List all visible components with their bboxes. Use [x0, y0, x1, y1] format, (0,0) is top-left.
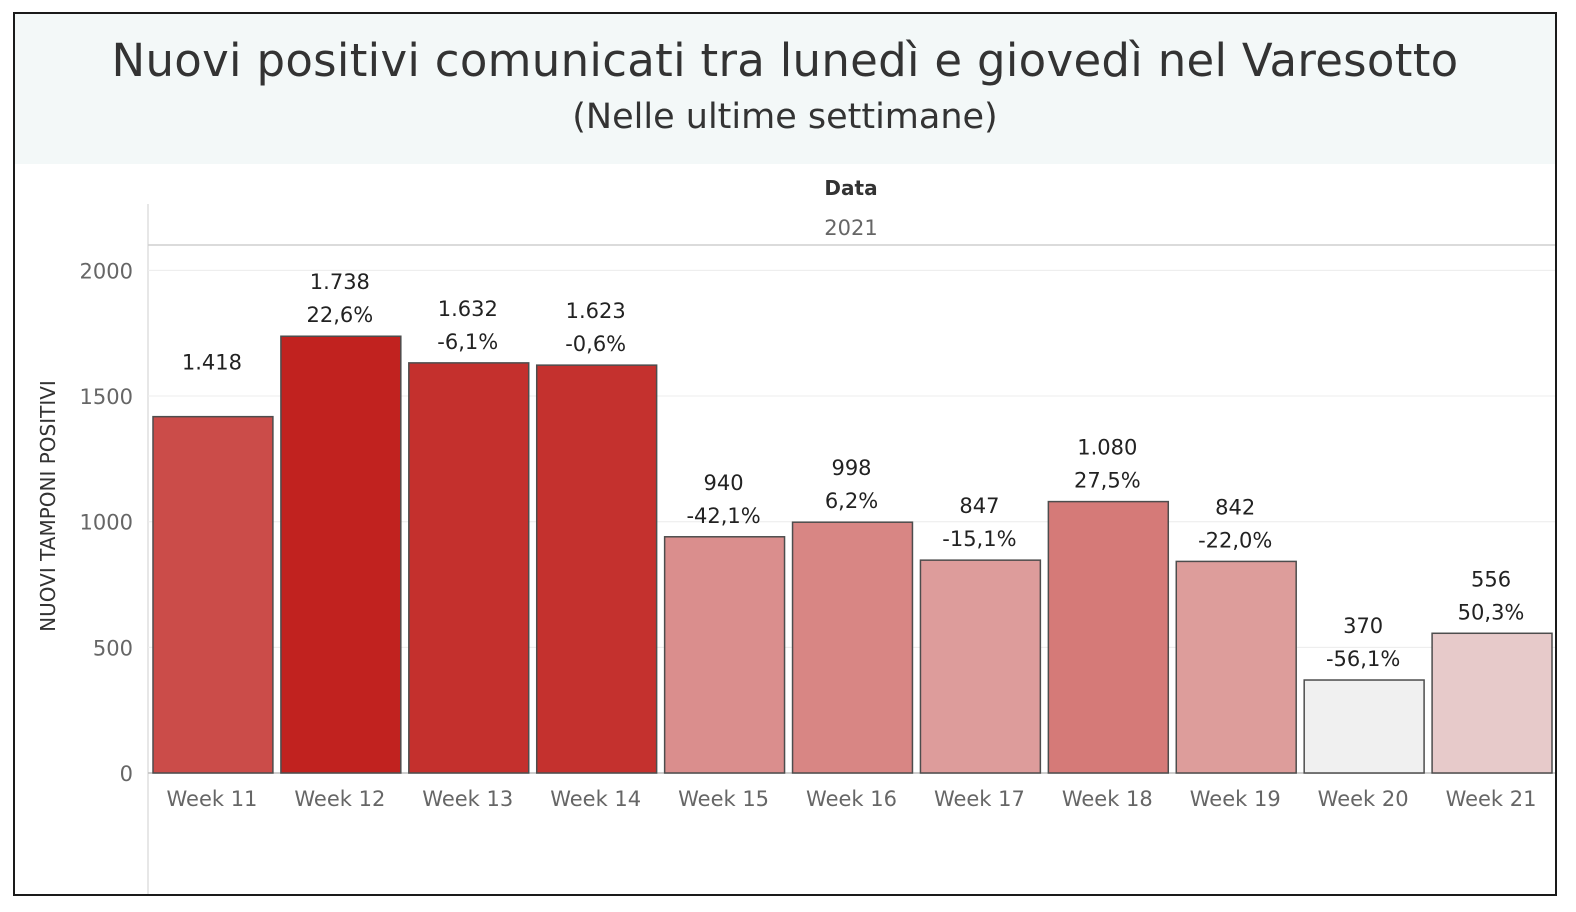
bar-value-label: 842	[1215, 495, 1255, 519]
bar-change-label: -0,6%	[565, 332, 626, 356]
bar	[280, 335, 402, 774]
y-tick-label: 0	[120, 762, 133, 786]
bar	[663, 536, 786, 774]
y-tick-label: 1500	[80, 385, 133, 409]
y-tick-label: 500	[93, 636, 133, 660]
x-tick-label: Week 14	[550, 787, 641, 811]
bar	[1431, 632, 1553, 774]
chart-header: Nuovi positivi comunicati tra lunedì e g…	[15, 14, 1555, 164]
bar-chart: Data 2021 NUOVI TAMPONI POSITIVI 0 500 100…	[36, 176, 1555, 894]
chart-frame: Nuovi positivi comunicati tra lunedì e g…	[13, 12, 1557, 896]
bar	[408, 362, 530, 774]
bar	[535, 364, 658, 774]
y-axis-ticks: 0 500 1000 1500 2000	[80, 259, 133, 786]
column-header-label: Data	[824, 176, 877, 200]
bar	[1303, 679, 1425, 774]
x-tick-label: Week 20	[1318, 787, 1409, 811]
x-axis-ticks: Week 11 Week 12 Week 13 Week 14 Week 15 Week …	[166, 787, 1536, 811]
x-tick-label: Week 15	[678, 787, 769, 811]
y-tick-label: 2000	[80, 259, 133, 283]
data-labels: 1.418 1.738 22,6% 1.632 -6,1% 1.623 -0,6% 940 -4…	[182, 270, 1525, 671]
bar-value-label: 1.738	[310, 270, 370, 294]
bar-value-label: 556	[1471, 567, 1511, 591]
bar-change-label: -56,1%	[1326, 647, 1400, 671]
x-tick-label: Week 16	[806, 787, 897, 811]
bar-change-label: 22,6%	[307, 303, 374, 327]
bar	[1047, 500, 1170, 774]
bar	[791, 521, 914, 774]
y-tick-label: 1000	[80, 511, 133, 535]
x-tick-label: Week 12	[294, 787, 385, 811]
bar-change-label: -6,1%	[437, 330, 498, 354]
bar	[152, 415, 274, 774]
bar-value-label: 370	[1343, 614, 1383, 638]
x-tick-label: Week 19	[1190, 787, 1281, 811]
bars	[152, 335, 1553, 774]
bar-value-label: 847	[959, 494, 999, 518]
bar-change-label: -42,1%	[686, 504, 760, 528]
bar-value-label: 1.418	[182, 351, 242, 375]
x-tick-label: Week 17	[934, 787, 1025, 811]
x-tick-label: Week 18	[1062, 787, 1153, 811]
bar-change-label: 6,2%	[825, 489, 878, 513]
bar-value-label: 998	[831, 456, 871, 480]
bar-change-label: -22,0%	[1198, 528, 1272, 552]
bar-change-label: 50,3%	[1458, 600, 1525, 624]
bar-change-label: 27,5%	[1074, 469, 1141, 493]
bar	[1175, 560, 1297, 774]
bar	[919, 559, 1042, 774]
bar-value-label: 1.080	[1077, 436, 1137, 460]
x-tick-label: Week 11	[166, 787, 257, 811]
x-tick-label: Week 21	[1446, 787, 1537, 811]
bar-value-label: 940	[704, 471, 744, 495]
chart-title: Nuovi positivi comunicati tra lunedì e g…	[111, 34, 1459, 87]
bar-value-label: 1.623	[566, 299, 626, 323]
column-header-value: 2021	[824, 216, 877, 240]
bar-value-label: 1.632	[438, 297, 498, 321]
x-tick-label: Week 13	[422, 787, 513, 811]
y-axis-title: NUOVI TAMPONI POSITIVI	[36, 380, 60, 632]
bar-change-label: -15,1%	[942, 527, 1016, 551]
chart-subtitle: (Nelle ultime settimane)	[572, 97, 998, 137]
